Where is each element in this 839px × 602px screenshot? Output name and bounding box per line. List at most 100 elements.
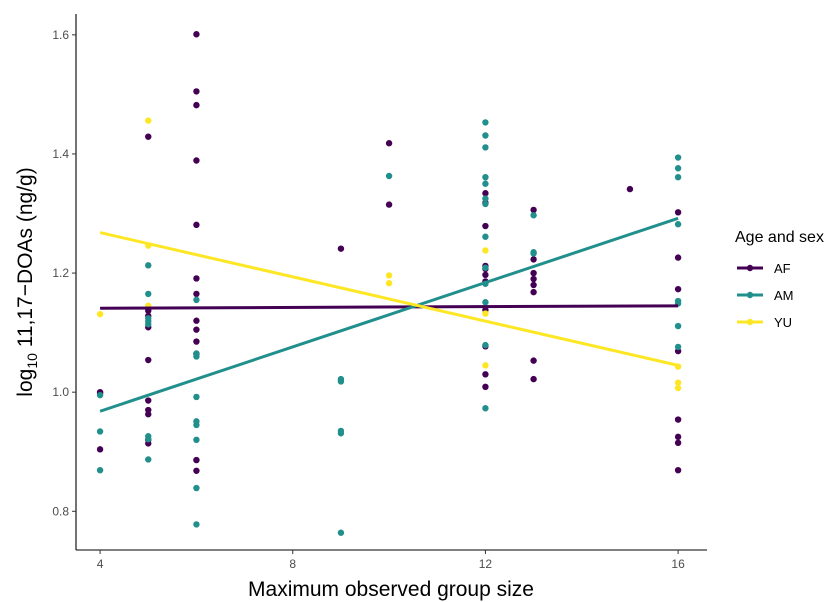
legend-title: Age and sex — [735, 229, 824, 246]
point-af — [145, 356, 152, 364]
point-af — [193, 317, 200, 324]
point-yu — [482, 310, 489, 317]
point-am — [385, 172, 393, 180]
point-am — [674, 343, 682, 351]
y-tick-label: 1.6 — [52, 28, 69, 42]
point-af — [626, 185, 634, 193]
point-af — [193, 290, 200, 298]
trend-line-yu — [99, 231, 679, 367]
point-am — [96, 428, 104, 435]
point-af — [530, 357, 537, 364]
trend-line-am — [99, 216, 679, 413]
point-af — [193, 31, 200, 38]
point-am — [96, 466, 104, 474]
point-am — [482, 195, 489, 202]
point-am — [482, 299, 489, 306]
points-layer — [96, 31, 682, 536]
point-am — [482, 200, 489, 208]
y-axis-title-main: log — [14, 369, 37, 397]
point-af — [674, 416, 682, 423]
point-am — [482, 341, 489, 349]
point-af — [530, 275, 537, 283]
y-tick-label: 0.8 — [52, 504, 69, 518]
point-af — [193, 456, 200, 464]
point-af — [193, 157, 200, 164]
y-axis-title-subscript: 10 — [24, 353, 40, 369]
legend-item-am: AM — [737, 288, 794, 303]
axes — [75, 14, 707, 551]
point-am — [193, 296, 200, 304]
point-af — [674, 209, 682, 216]
point-af — [482, 371, 489, 378]
point-am — [193, 353, 200, 360]
point-am — [482, 173, 489, 181]
point-am — [193, 421, 200, 429]
point-af — [145, 133, 152, 140]
point-am — [482, 405, 489, 412]
point-am — [193, 436, 200, 444]
point-am — [96, 391, 104, 399]
x-axis-title: Maximum observed group size — [248, 578, 534, 601]
point-af — [145, 397, 152, 404]
ticks: 4 8 12 16 0.8 1.0 1.2 1.4 1.6 — [52, 28, 685, 571]
point-af — [337, 245, 345, 252]
legend-item-yu: YU — [737, 315, 792, 330]
point-am — [337, 430, 345, 437]
point-am — [674, 154, 682, 161]
point-am — [482, 144, 489, 151]
x-tick-label: 16 — [671, 557, 685, 571]
x-tick-label: 4 — [97, 557, 104, 571]
point-yu — [482, 362, 489, 369]
point-yu — [385, 279, 393, 287]
point-af — [674, 433, 682, 441]
trend-lines — [99, 216, 679, 413]
y-axis-title: log10 11,17−DOAs (ng/g) — [14, 167, 40, 396]
x-tick-label: 8 — [289, 557, 296, 571]
y-tick-label: 1.2 — [52, 266, 69, 280]
point-am — [674, 322, 682, 330]
point-af — [530, 281, 537, 289]
point-af — [530, 375, 537, 383]
point-af — [193, 88, 200, 95]
point-yu — [145, 117, 152, 124]
point-am — [145, 262, 152, 269]
point-am — [337, 529, 345, 536]
point-am — [193, 393, 200, 401]
point-am — [145, 456, 152, 463]
point-yu — [96, 310, 104, 318]
y-tick-label: 1.0 — [52, 385, 69, 399]
point-af — [96, 446, 104, 453]
point-af — [193, 338, 200, 345]
point-af — [482, 190, 489, 197]
point-af — [674, 254, 682, 261]
legend-label-af: AF — [774, 261, 791, 276]
point-af — [482, 222, 489, 230]
point-af — [482, 271, 489, 279]
point-af — [482, 383, 489, 391]
legend-marker-af — [746, 264, 754, 272]
point-am — [482, 132, 489, 139]
point-af — [530, 206, 537, 214]
point-af — [145, 411, 152, 418]
x-tick-label: 12 — [479, 557, 493, 571]
legend: Age and sex AF AM YU — [735, 229, 824, 330]
y-axis-title-rest: 11,17−DOAs (ng/g) — [14, 167, 37, 353]
legend-label-yu: YU — [774, 315, 792, 330]
y-tick-label: 1.4 — [52, 147, 69, 161]
point-af — [193, 467, 200, 474]
point-am — [482, 119, 489, 126]
point-af — [193, 326, 200, 333]
point-am — [482, 180, 489, 187]
legend-label-am: AM — [774, 288, 794, 303]
point-af — [674, 439, 682, 446]
point-af — [530, 288, 537, 296]
point-yu — [674, 384, 682, 392]
legend-marker-yu — [746, 318, 754, 326]
point-am — [674, 173, 682, 181]
point-af — [530, 256, 537, 263]
legend-item-af: AF — [737, 261, 791, 276]
point-yu — [385, 272, 393, 279]
point-am — [145, 436, 152, 443]
point-am — [674, 221, 682, 228]
